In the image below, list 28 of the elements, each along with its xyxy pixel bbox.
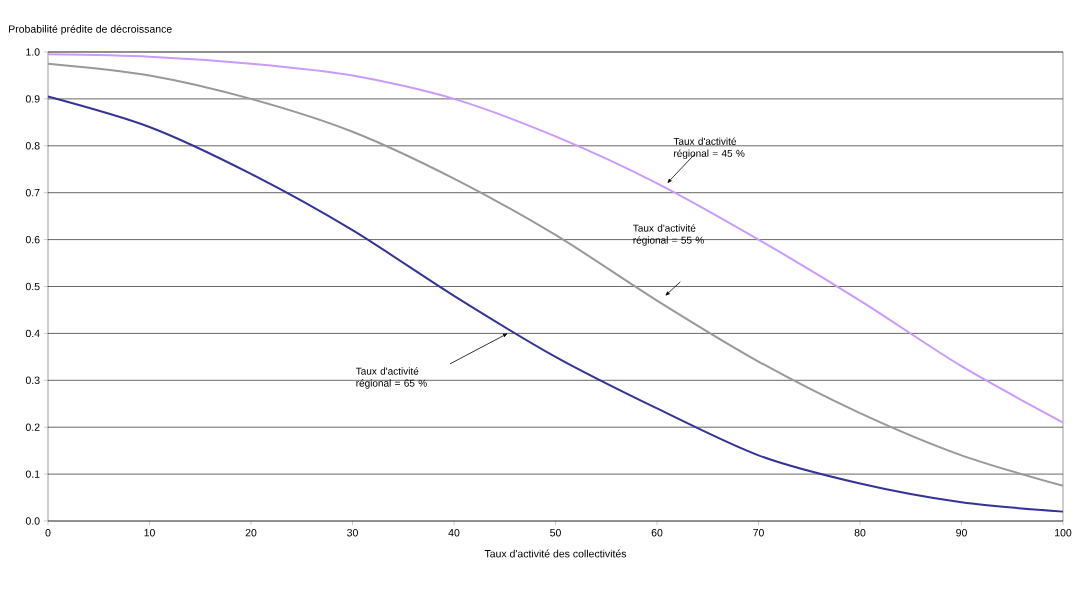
x-tick-label: 40 (448, 528, 460, 537)
x-tick-label: 80 (854, 528, 866, 537)
y-axis-title: Probabilité prédite de décroissance (9, 24, 172, 35)
y-tick-label: 0.5 (25, 282, 40, 291)
annotation: Taux d'activité régional = 45 % (673, 137, 745, 159)
y-tick-label: 0.4 (25, 329, 40, 338)
x-tick-label: 90 (956, 528, 967, 537)
x-tick-label: 0 (45, 528, 51, 537)
x-tick-label: 70 (753, 528, 764, 537)
annotation: Taux d'activité régional = 55 % (633, 224, 704, 246)
annotation: Taux d'activité régional = 65 % (355, 367, 427, 389)
y-tick-label: 0.3 (25, 376, 40, 385)
y-tick-label: 0.6 (25, 235, 40, 244)
y-tick-label: 0.7 (25, 188, 40, 197)
x-tick-label: 10 (144, 528, 155, 537)
line-series (47, 53, 1064, 424)
y-tick-label: 1.0 (26, 48, 40, 56)
y-tick-label: 0.1 (25, 470, 40, 478)
x-tick-label: 30 (347, 528, 358, 537)
x-tick-label: 60 (651, 528, 663, 537)
x-tick-label: 50 (550, 528, 561, 537)
x-axis-title: Taux d'activité des collectivités (484, 549, 627, 558)
y-tick-label: 0.8 (25, 142, 40, 150)
y-tick-label: 0.2 (25, 423, 40, 431)
x-tick-label: 20 (245, 528, 257, 537)
x-tick-label: 100 (1055, 528, 1072, 537)
y-tick-label: 0.0 (25, 517, 40, 525)
y-tick-label: 0.9 (25, 95, 40, 103)
